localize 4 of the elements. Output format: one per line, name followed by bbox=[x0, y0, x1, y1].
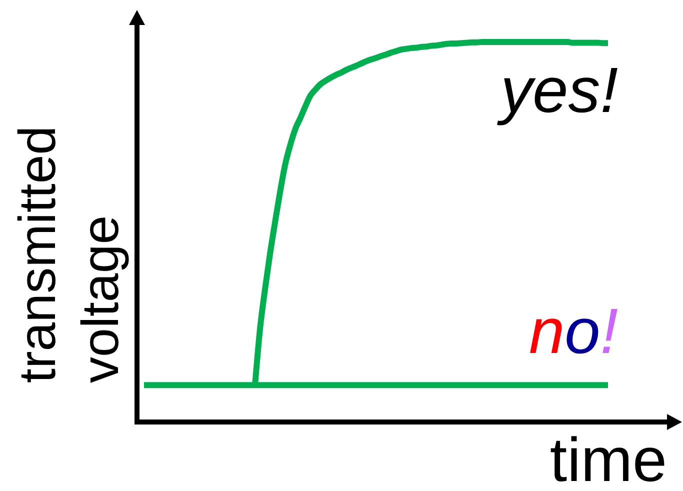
series-label: no! bbox=[529, 295, 618, 368]
y-axis-title: transmitted voltage bbox=[9, 126, 130, 383]
x-axis-title: time bbox=[550, 426, 667, 491]
series-label: yes! bbox=[496, 54, 618, 126]
